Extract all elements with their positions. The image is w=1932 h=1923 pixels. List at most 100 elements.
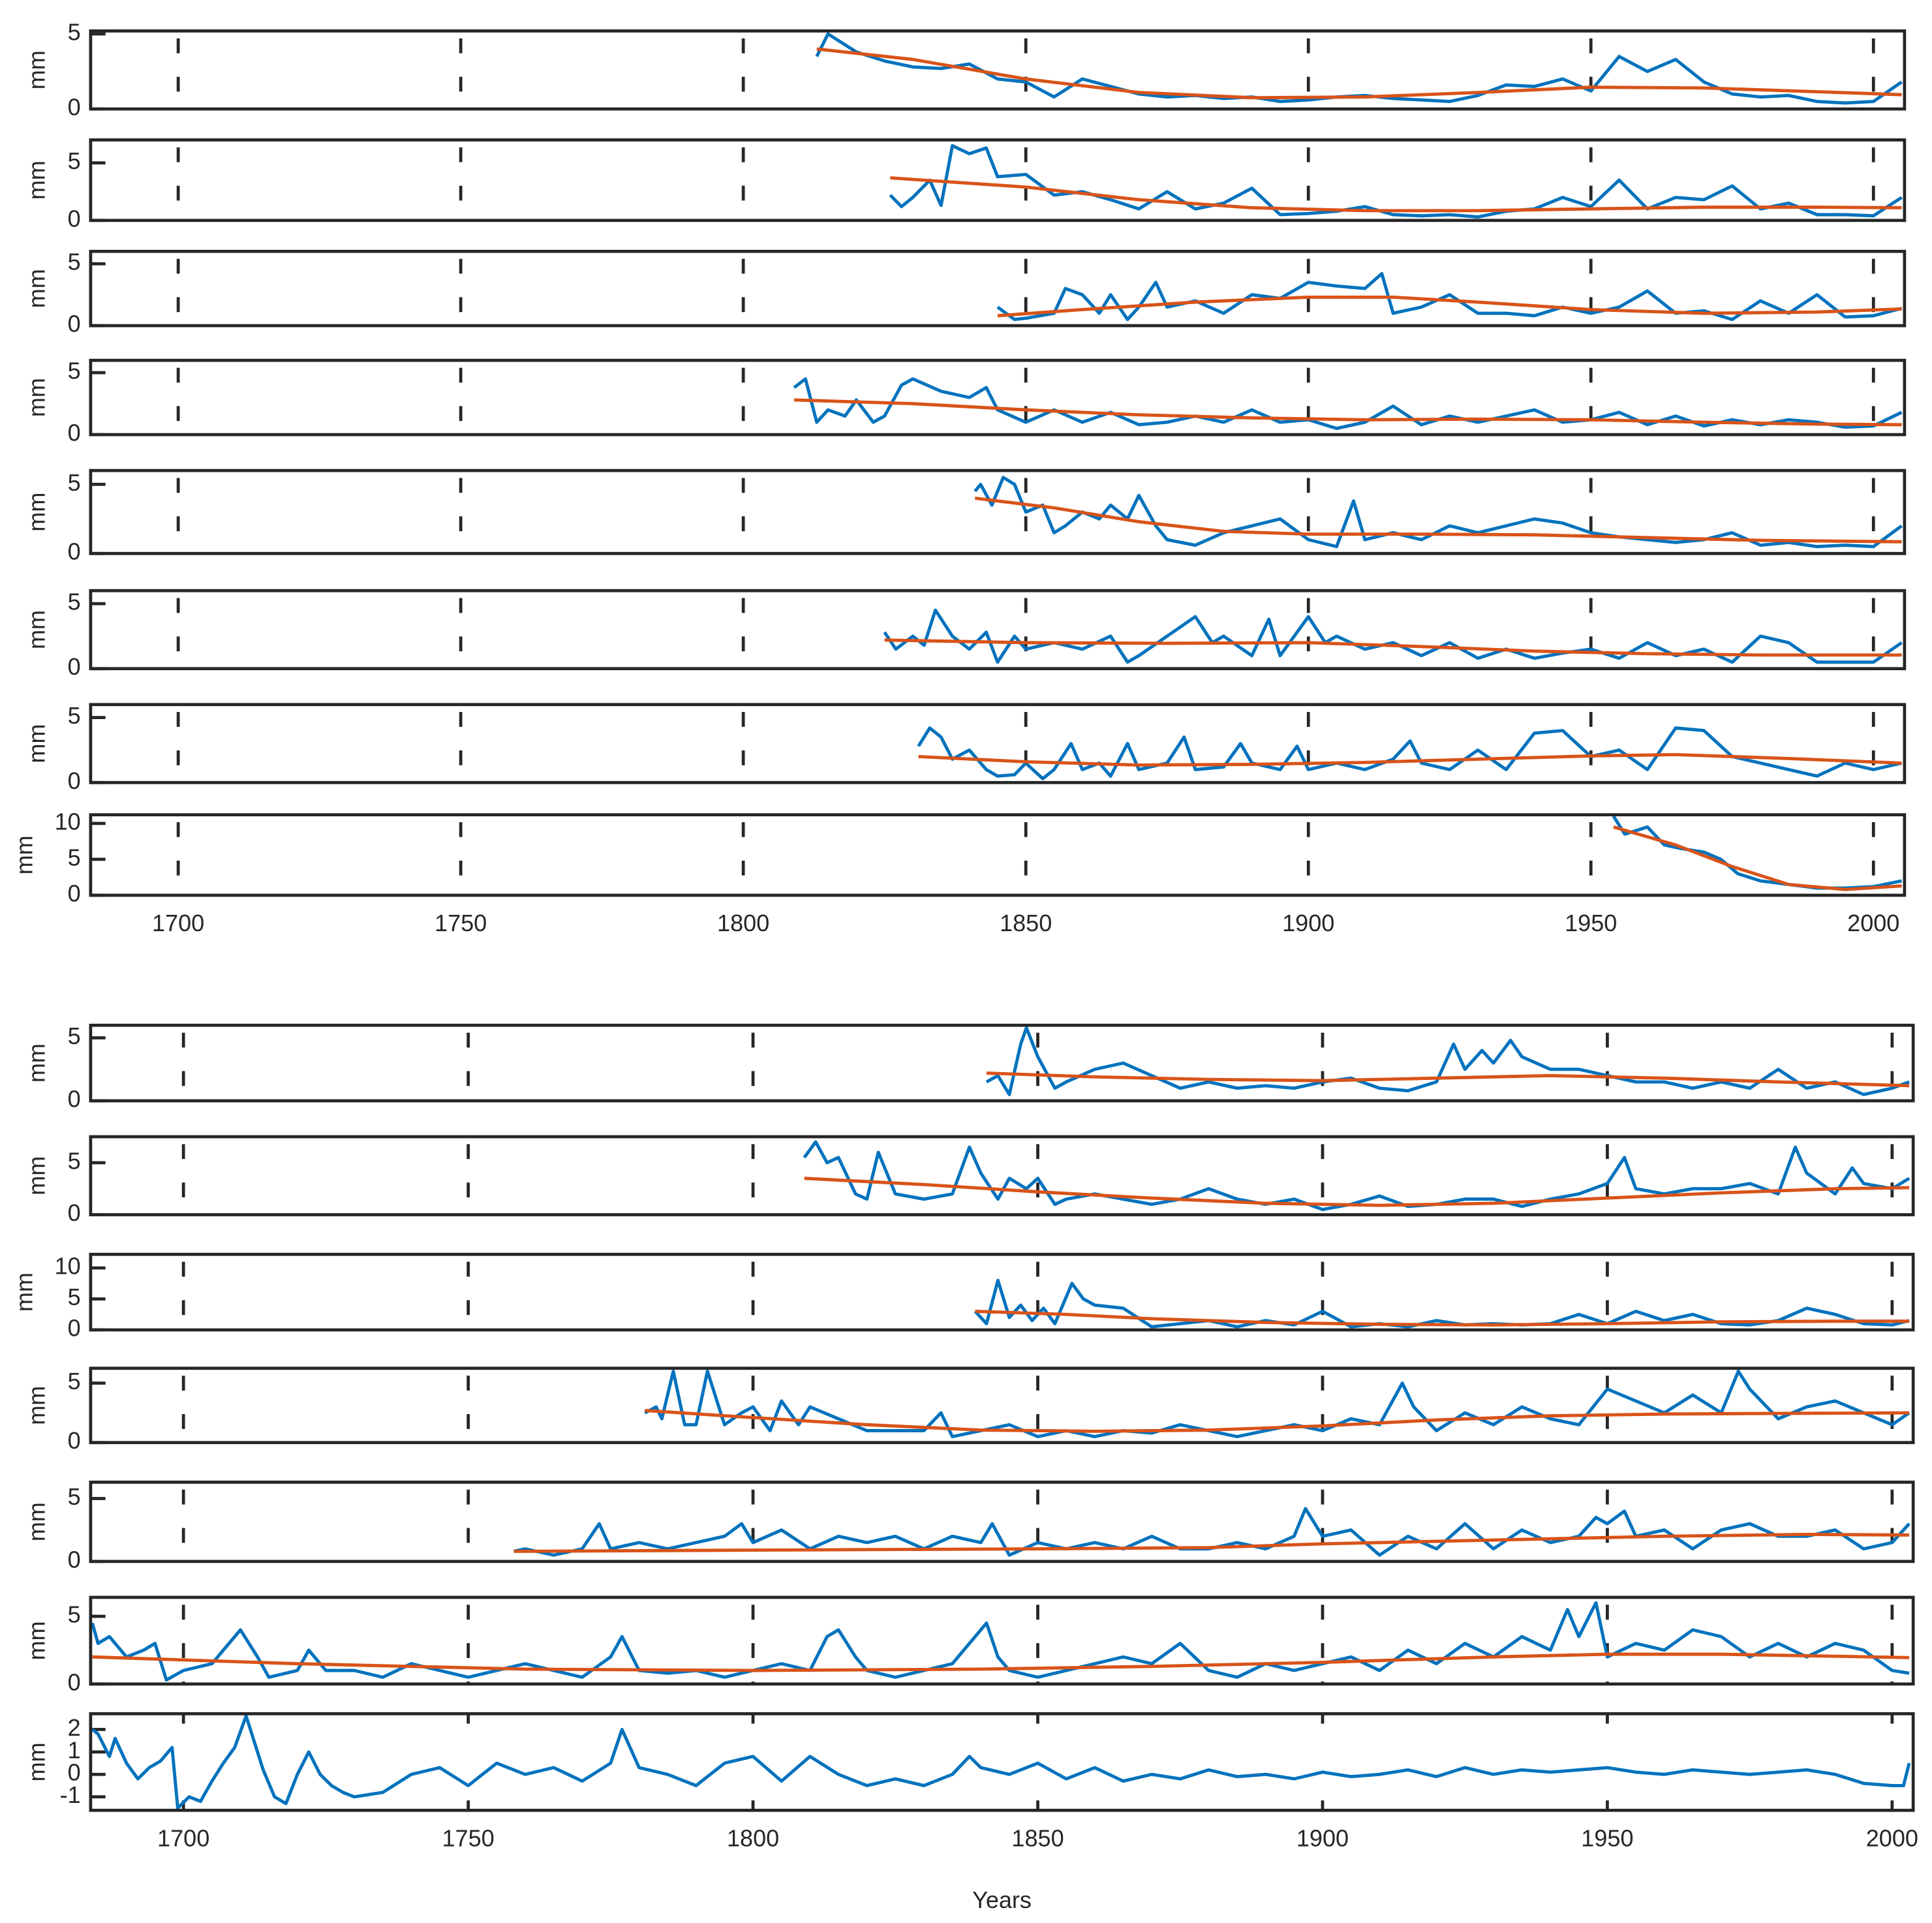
x-tick-label: 1800 (727, 1824, 779, 1851)
plot-frame (89, 469, 1907, 555)
x-tick-label: 1850 (1011, 1824, 1064, 1851)
plot-frame (89, 813, 1907, 897)
y-tick-label: 10 (55, 1253, 81, 1280)
data-line (804, 1177, 1910, 1207)
y-tick-label: 0 (68, 538, 81, 565)
plot-frame (89, 249, 1907, 328)
y-axis-label: mm (23, 1156, 50, 1195)
data-line (917, 726, 1903, 780)
panel: 0 5 mm (23, 589, 1907, 680)
panel: 0 5 mm (23, 1481, 1915, 1573)
y-axis-label: mm (23, 1742, 50, 1781)
plot-frame (89, 1712, 1915, 1812)
y-tick-label: 5 (68, 469, 81, 496)
data-line (816, 47, 1902, 100)
x-tick-label: 1800 (717, 910, 769, 936)
panel: 0 5 mm (23, 1135, 1915, 1226)
y-tick-label: 0 (68, 767, 81, 794)
panel: 0 5 mm (23, 1366, 1915, 1454)
data-line (974, 476, 1903, 549)
panel: 1700 1750 1800 1850 1900 1950 2000 0 5 10 mm (11, 808, 1907, 936)
data-line (645, 1409, 1910, 1433)
y-axis-label: mm (23, 493, 50, 532)
data-line (815, 32, 1903, 105)
x-tick-label: 1850 (1000, 910, 1052, 936)
y-tick-label: 0 (68, 311, 81, 337)
plot-frame (89, 589, 1907, 671)
data-line (985, 1026, 1910, 1096)
data-line (884, 638, 1902, 657)
y-tick-label: 0 (68, 1669, 81, 1695)
x-tick-label: 1900 (1282, 910, 1334, 936)
x-tick-label: 1750 (435, 910, 487, 936)
y-tick-label: 5 (68, 1368, 81, 1394)
y-tick-label: 5 (68, 1023, 81, 1049)
x-tick-label: 1900 (1296, 1824, 1349, 1851)
y-tick-label: 0 (68, 1085, 81, 1112)
y-axis-label: mm (11, 1272, 38, 1312)
data-line (974, 497, 1902, 544)
data-line (92, 1652, 1910, 1672)
y-tick-label: -1 (60, 1781, 81, 1808)
y-tick-label: 0 (68, 1315, 81, 1342)
x-tick-label: 1950 (1565, 910, 1617, 936)
y-axis-label: mm (23, 378, 50, 417)
data-line (975, 1310, 1910, 1327)
panel: 0 5 mm (23, 702, 1907, 794)
y-axis-label: mm (23, 50, 50, 89)
panel: 0 5 mm (23, 249, 1907, 337)
plot-frame (89, 1252, 1915, 1332)
data-line (1612, 815, 1903, 890)
y-tick-label: 0 (68, 1427, 81, 1454)
y-axis-label: mm (11, 835, 38, 874)
plot-frame (89, 1366, 1915, 1445)
y-axis-label: mm (23, 1502, 50, 1541)
data-line (974, 1278, 1910, 1329)
y-tick-label: 5 (68, 589, 81, 615)
y-tick-label: 5 (68, 1147, 81, 1174)
x-tick-label: 2000 (1847, 910, 1899, 936)
y-tick-label: 5 (68, 1601, 81, 1627)
y-tick-label: 1 (68, 1736, 81, 1763)
panel: 0 5 mm (23, 469, 1907, 565)
plot-frame (89, 1135, 1915, 1216)
plot-frame (89, 29, 1907, 111)
data-line (644, 1369, 1910, 1439)
plot-frame (89, 703, 1907, 784)
y-tick-label: 5 (68, 1483, 81, 1510)
y-tick-label: 5 (68, 249, 81, 275)
y-tick-label: 5 (68, 358, 81, 384)
y-tick-label: 0 (68, 420, 81, 446)
y-tick-label: 0 (68, 1546, 81, 1573)
y-tick-label: 5 (68, 702, 81, 729)
plot-frame (89, 138, 1907, 223)
data-line (883, 608, 1903, 664)
plot-frame (89, 1023, 1915, 1103)
y-axis-label: mm (23, 1386, 50, 1425)
panel: 0 5 mm (23, 19, 1907, 121)
data-line (794, 398, 1902, 427)
data-line (1613, 825, 1902, 891)
y-tick-label: 0 (68, 205, 81, 232)
panel: 0 5 mm (23, 1595, 1915, 1695)
y-tick-label: 5 (68, 19, 81, 46)
y-axis-label: mm (23, 269, 50, 308)
y-axis-label: mm (23, 1621, 50, 1660)
x-tick-label: 1700 (152, 910, 204, 936)
data-line (918, 752, 1902, 767)
data-line (997, 295, 1902, 318)
data-line (803, 1140, 1910, 1212)
x-tick-label: 1750 (442, 1824, 495, 1851)
y-tick-label: 0 (68, 653, 81, 680)
y-tick-label: 10 (55, 808, 81, 835)
y-axis-label: mm (23, 1043, 50, 1083)
x-tick-label: 1950 (1581, 1824, 1633, 1851)
panel: 0 5 10 mm (11, 1252, 1915, 1342)
plot-frame (89, 358, 1907, 437)
panel: 0 5 mm (23, 358, 1907, 446)
panel: 0 5 mm (23, 138, 1907, 232)
y-tick-label: 0 (68, 1759, 81, 1786)
data-line (514, 1532, 1910, 1553)
x-tick-label: 1700 (157, 1824, 209, 1851)
